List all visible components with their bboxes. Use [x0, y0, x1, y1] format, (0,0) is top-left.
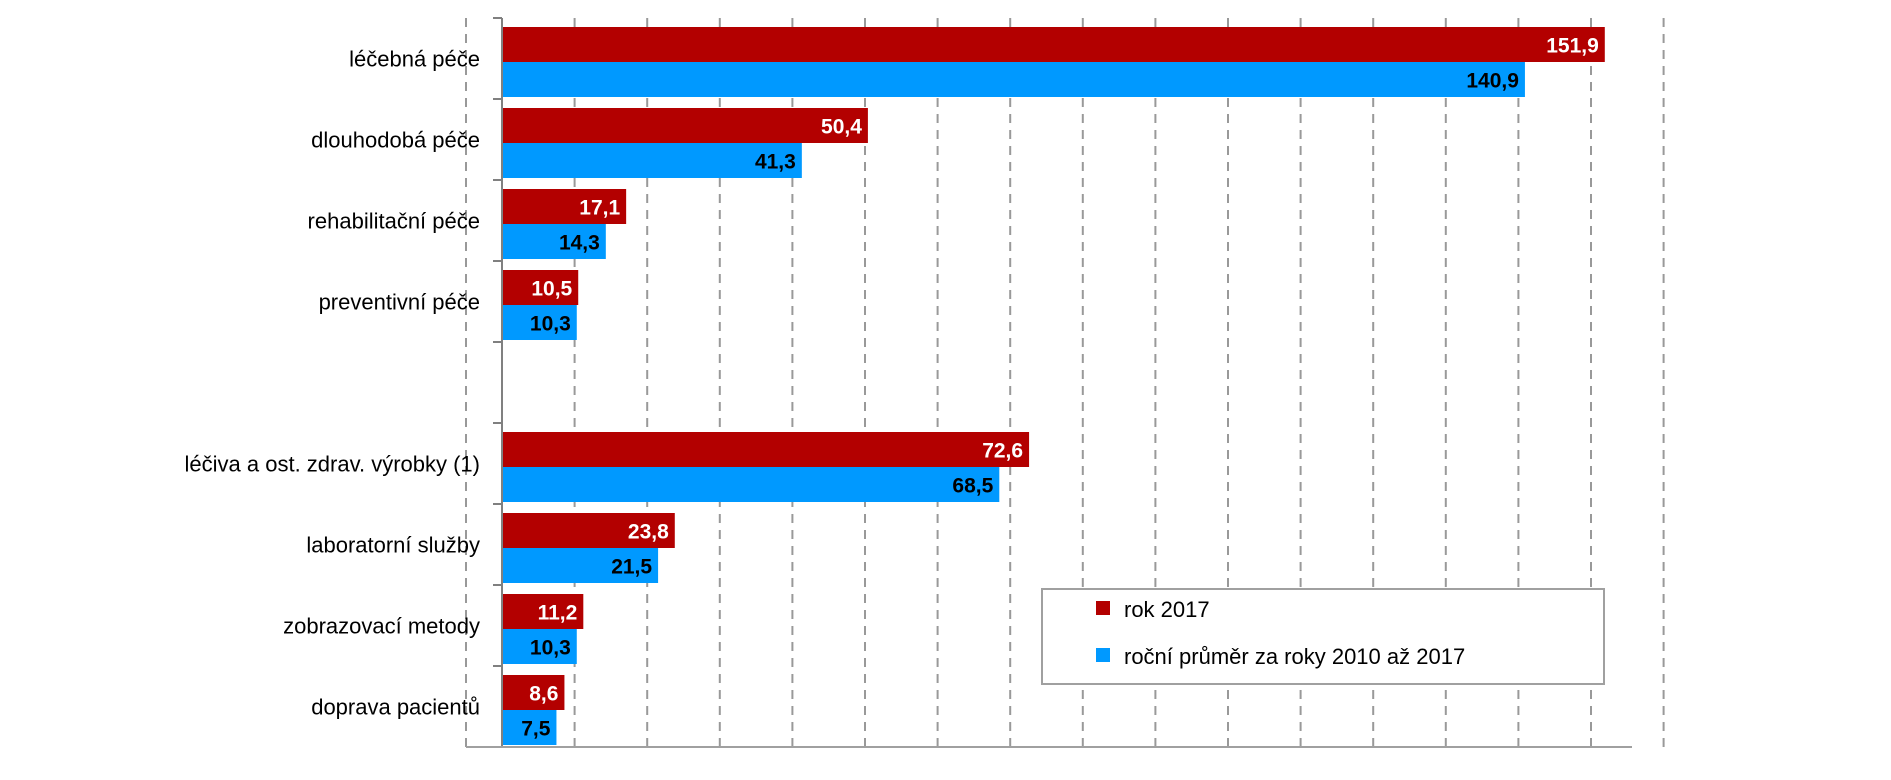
- data-label-series-1: 72,6: [982, 440, 1023, 463]
- bar-series-1: [502, 432, 1030, 467]
- category-label: preventivní péče: [319, 290, 480, 315]
- data-label-series-1: 50,4: [821, 116, 862, 139]
- bar-series-2: [502, 224, 606, 259]
- bar-series-2: [502, 143, 802, 178]
- bar-series-1: [502, 675, 565, 710]
- bar-series-1: [502, 189, 627, 224]
- data-label-series-1: 23,8: [628, 521, 669, 544]
- data-label-series-2: 140,9: [1466, 70, 1519, 93]
- legend: rok 2017 roční průměr za roky 2010 až 20…: [1041, 588, 1605, 685]
- data-label-series-1: 8,6: [529, 683, 558, 706]
- data-label-series-2: 68,5: [952, 475, 993, 498]
- data-label-series-1: 10,5: [531, 278, 572, 301]
- data-label-series-2: 14,3: [559, 232, 600, 255]
- value-labels: 151,9 50,4 17,1 10,5 72,6 23,8 11,2 8,6 140,9 41,…: [521, 35, 1599, 741]
- data-label-series-1: 17,1: [579, 197, 620, 220]
- legend-swatch-series-2: [1096, 648, 1110, 662]
- category-label: rehabilitační péče: [308, 209, 480, 234]
- bar-series-2: [502, 710, 557, 745]
- data-label-series-1: 11,2: [538, 602, 578, 625]
- category-label: laboratorní služby: [306, 533, 480, 558]
- category-label: dlouhodobá péče: [311, 128, 480, 153]
- y-axis: [466, 17, 1632, 748]
- bar-series-1: [502, 513, 675, 548]
- data-label-series-2: 10,3: [530, 313, 571, 336]
- data-label-series-2: 21,5: [611, 556, 652, 579]
- bar-series-2: [502, 62, 1525, 97]
- bar-series-1: [502, 108, 868, 143]
- bar-series-1: [502, 27, 1605, 62]
- legend-label-series-2: roční průměr za roky 2010 až 2017: [1124, 644, 1465, 669]
- data-label-series-2: 10,3: [530, 637, 571, 660]
- data-label-series-1: 151,9: [1546, 35, 1599, 58]
- bar-series-1: [502, 594, 584, 629]
- legend-label-series-1: rok 2017: [1124, 597, 1210, 622]
- bars: [502, 27, 1605, 745]
- data-label-series-2: 7,5: [521, 718, 551, 741]
- category-labels: léčebná péče dlouhodobá péče rehabilitační…: [185, 47, 480, 720]
- category-label: doprava pacientů: [311, 695, 480, 720]
- category-label: léčebná péče: [349, 47, 480, 72]
- data-label-series-2: 41,3: [755, 151, 796, 174]
- bar-series-2: [502, 629, 577, 664]
- bar-series-1: [502, 270, 579, 305]
- category-label: zobrazovací metody: [283, 614, 480, 639]
- legend-swatch-series-1: [1096, 601, 1110, 615]
- bar-series-2: [502, 305, 577, 340]
- category-label: léčiva a ost. zdrav. výrobky (1): [185, 452, 480, 477]
- bar-series-2: [502, 548, 659, 583]
- legend-box: [1041, 588, 1605, 685]
- bar-series-2: [502, 467, 1000, 502]
